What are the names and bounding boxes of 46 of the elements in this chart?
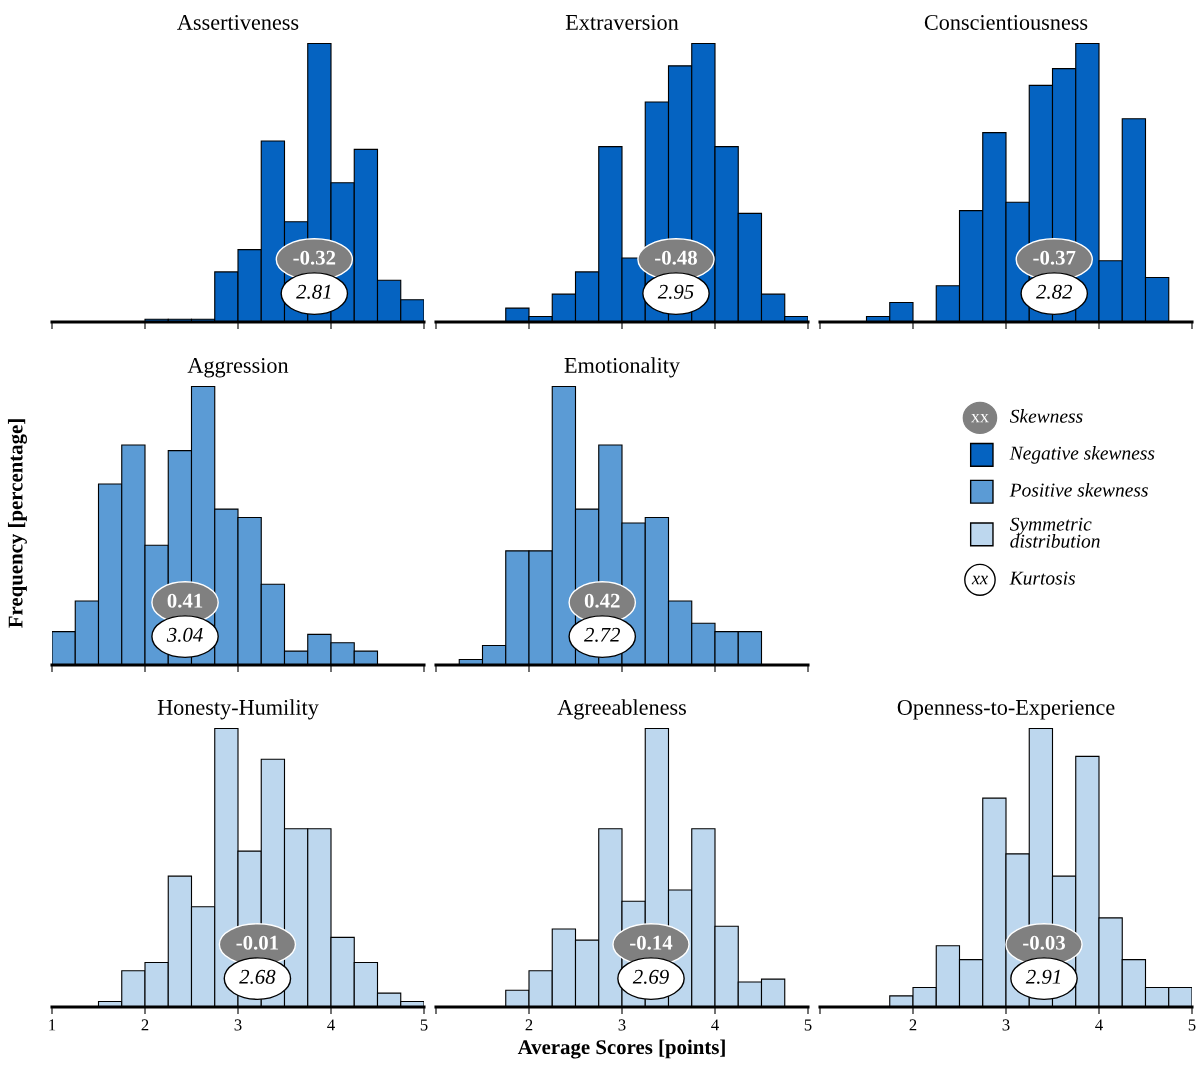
x-tick-label: 3: [1002, 1019, 1010, 1031]
annotation: 2.91: [1025, 969, 1061, 984]
chart-title: Emotionality: [564, 357, 680, 378]
annotation: 2.68: [239, 969, 276, 984]
annotation: 2.95: [657, 284, 694, 299]
x-axis-title: Average Scores [points]: [517, 1039, 725, 1059]
annotation: 2.81: [296, 284, 331, 299]
chart-title: Aggression: [187, 357, 289, 378]
annotation: -0.37: [1033, 250, 1076, 265]
annotation: -0.48: [655, 250, 697, 265]
annotation: 2.69: [632, 969, 669, 984]
text: xx: [971, 413, 989, 423]
x-tick-label: 3: [234, 1019, 242, 1031]
text: Positive skewness: [1009, 482, 1148, 497]
x-tick-label: 2: [141, 1019, 149, 1031]
annotation: -0.14: [630, 935, 673, 950]
y-axis-title: Frequency [percentage]: [7, 419, 27, 628]
annotation: 2.72: [584, 627, 621, 642]
text: Symmetric distribution: [1009, 517, 1100, 548]
chart-title: Honesty-Humility: [157, 699, 319, 720]
chart-title: Extraversion: [565, 14, 679, 30]
chart-title: Openness-to-Experience: [897, 699, 1115, 720]
text: Negative skewness: [1009, 446, 1155, 464]
annotation: -0.32: [293, 250, 336, 265]
x-tick-label: 4: [1095, 1019, 1103, 1031]
annotation: -0.01: [236, 935, 279, 950]
chart-title: Conscientiousness: [924, 14, 1088, 30]
annotation: 3.04: [166, 627, 203, 642]
text: Skewness: [1009, 409, 1083, 423]
annotation: -0.03: [1023, 935, 1066, 950]
chart-title: Agreeableness: [557, 699, 686, 720]
x-tick-label: 5: [804, 1019, 812, 1031]
text: xx: [971, 575, 988, 585]
x-tick-label: 5: [420, 1019, 428, 1031]
x-tick-label: 2: [525, 1019, 533, 1031]
annotation: 0.41: [167, 593, 203, 608]
x-tick-label: 1: [49, 1019, 56, 1031]
chart-title: Assertiveness: [177, 14, 299, 30]
x-tick-label: 4: [711, 1019, 719, 1031]
x-tick-label: 5: [1188, 1019, 1196, 1031]
annotation: 0.42: [584, 593, 620, 608]
x-tick-label: 3: [618, 1019, 626, 1031]
x-tick-label: 4: [327, 1019, 335, 1031]
annotation: 2.82: [1036, 284, 1073, 299]
text: Kurtosis: [1009, 571, 1076, 585]
x-tick-label: 2: [909, 1019, 917, 1031]
